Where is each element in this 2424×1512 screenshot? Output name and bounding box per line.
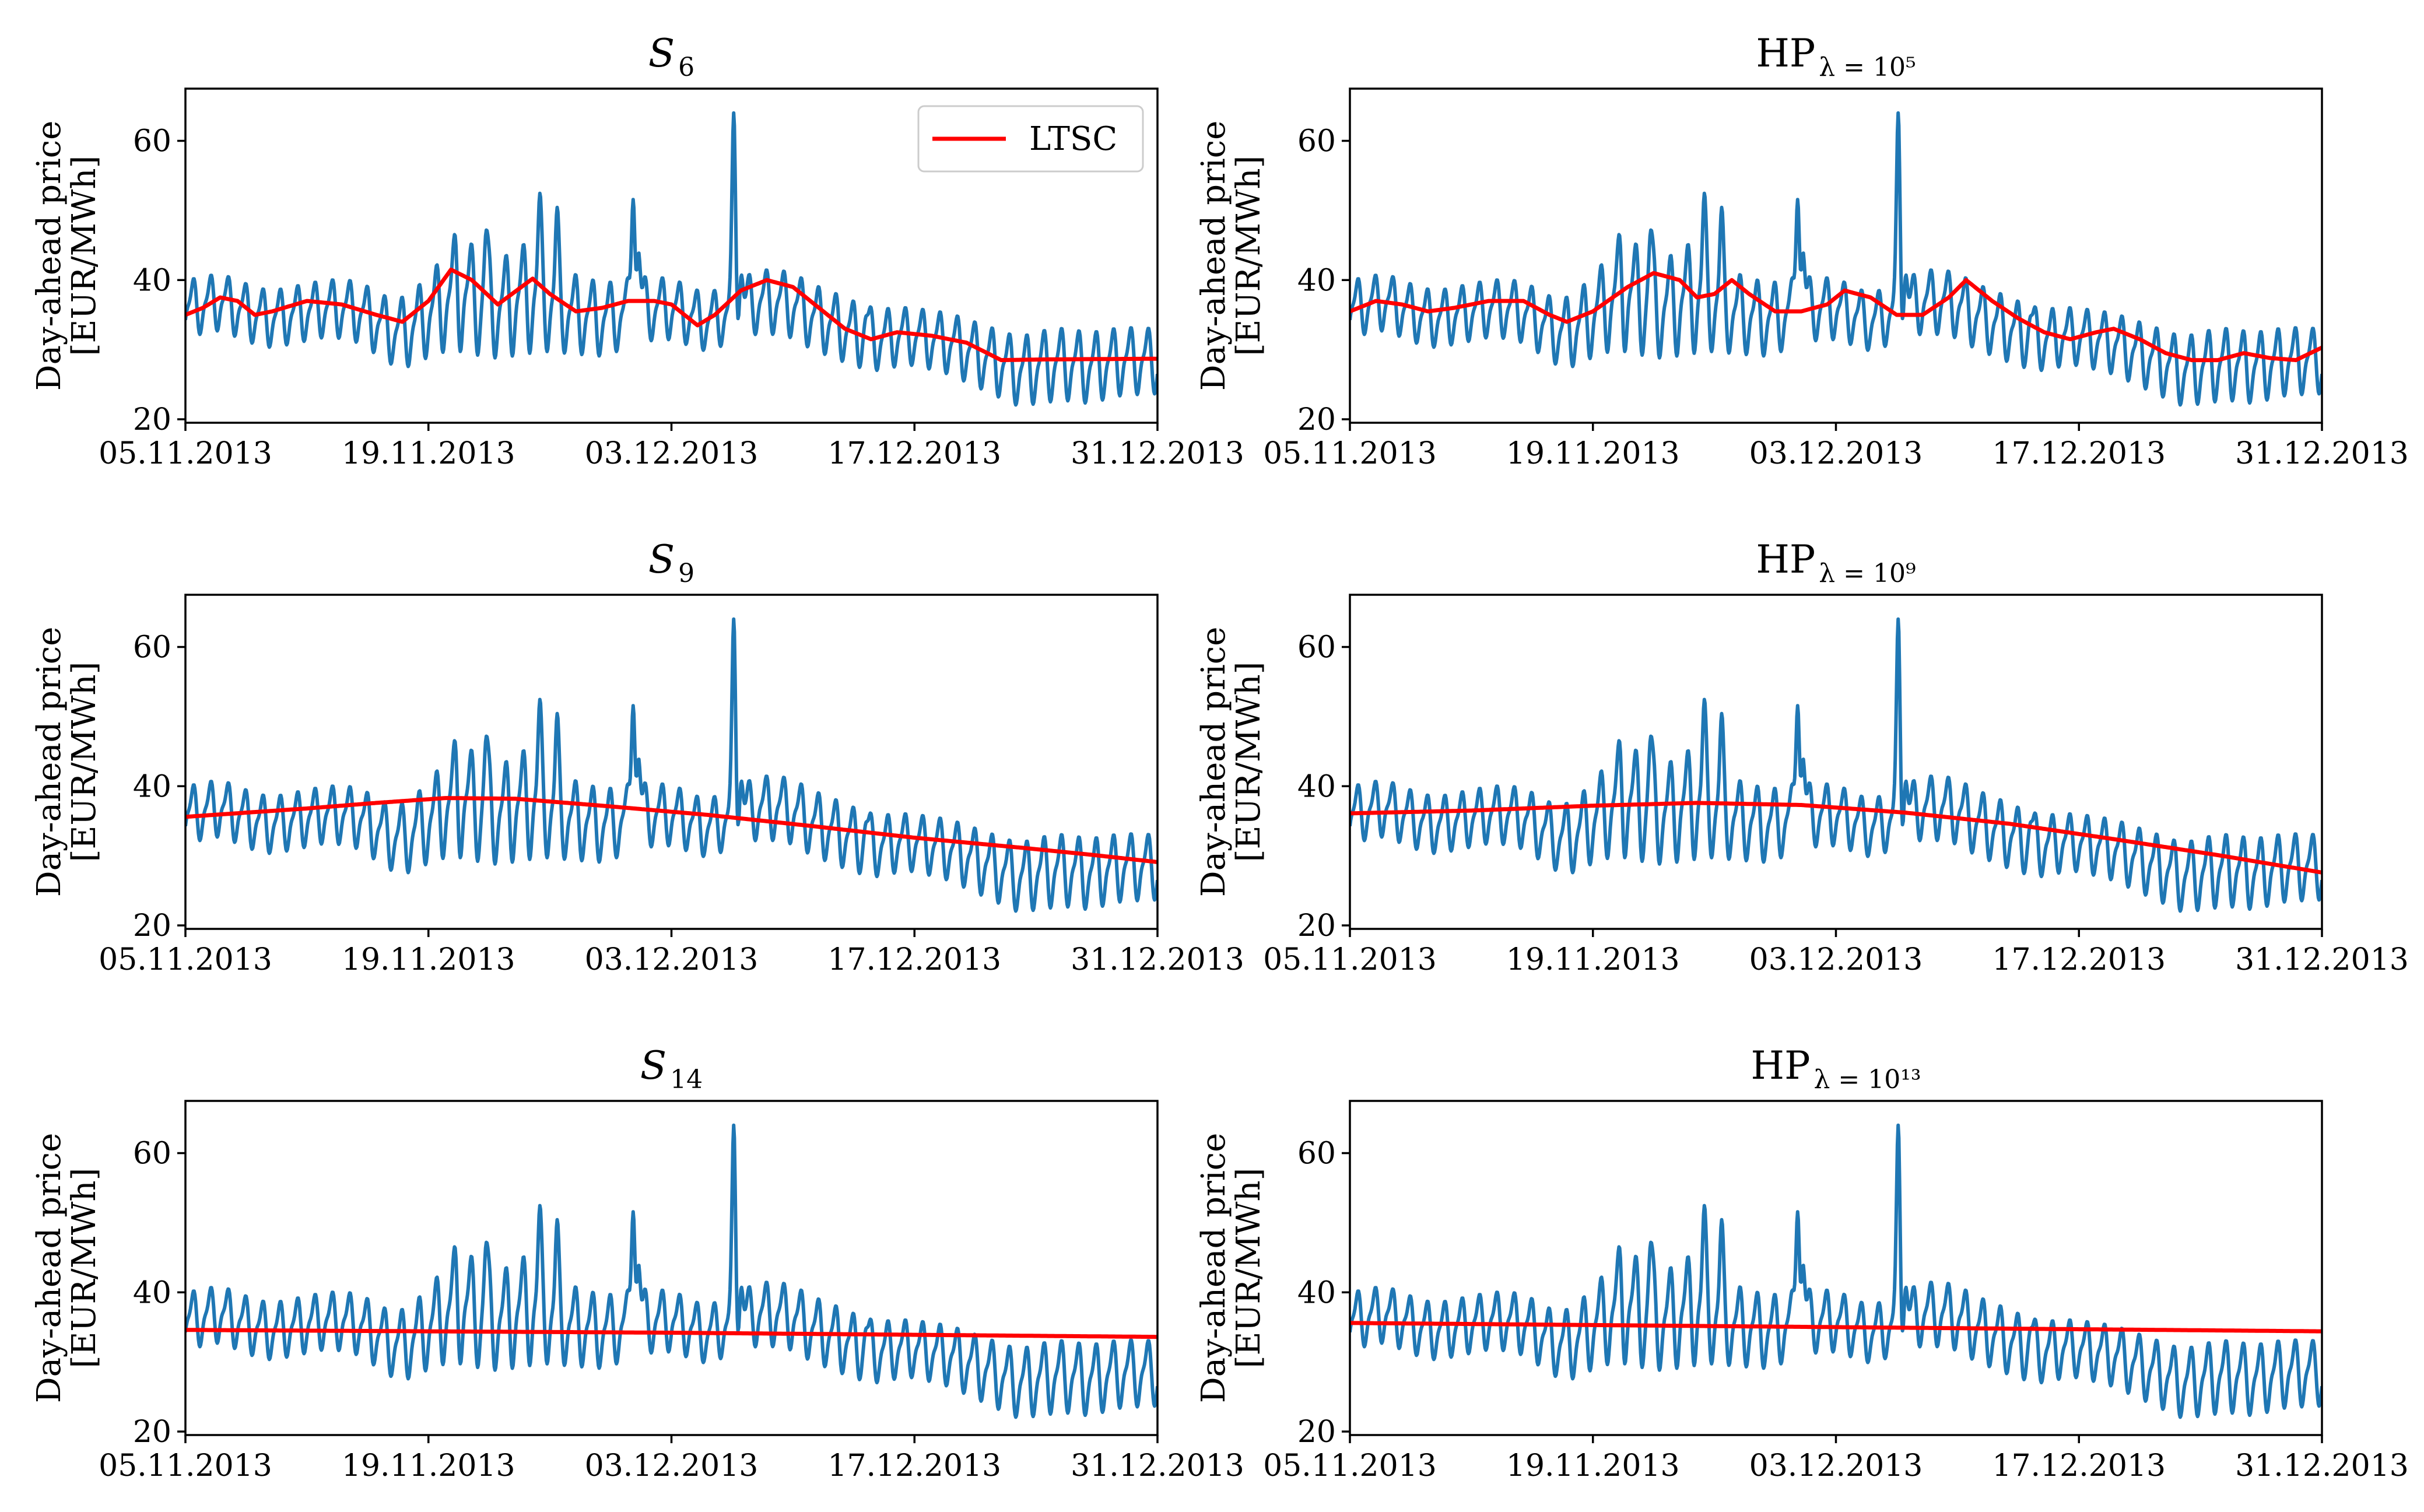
- x-tick-label: 03.12.2013: [585, 436, 759, 471]
- y-tick-label: 60: [133, 630, 171, 665]
- x-tick-label: 19.11.2013: [342, 1448, 515, 1483]
- x-tick-label: 31.12.2013: [2235, 1448, 2409, 1483]
- x-tick-label: 19.11.2013: [1506, 436, 1680, 471]
- price-series-line: [185, 111, 1157, 407]
- x-tick-label: 03.12.2013: [1749, 1448, 1923, 1483]
- panel-2: 20 40 60 05.11.2013 19.11.2013 03.12.2013 17.1…: [1195, 31, 2409, 471]
- y-axis-label: Day-ahead price[EUR/MWh]: [30, 121, 103, 391]
- x-tick-label: 31.12.2013: [2235, 436, 2409, 471]
- y-tick-label: 40: [1297, 769, 1336, 804]
- x-tick-label: 31.12.2013: [1071, 436, 1244, 471]
- y-axis-label: Day-ahead price[EUR/MWh]: [1195, 627, 1268, 897]
- y-tick-label: 60: [133, 1136, 171, 1171]
- panel-6: 20 40 60 05.11.2013 19.11.2013 03.12.2013 17.1…: [1195, 1043, 2409, 1483]
- panel-title: HP λ = 10⁹: [1756, 537, 1916, 588]
- trend-series-line: [185, 1328, 1157, 1339]
- y-tick-label: 20: [133, 908, 171, 943]
- y-axis-label: Day-ahead price[EUR/MWh]: [1195, 1133, 1268, 1404]
- y-tick-label: 60: [1297, 1136, 1336, 1171]
- trend-series-line: [1350, 801, 2322, 875]
- y-axis-label: Day-ahead price[EUR/MWh]: [30, 627, 103, 897]
- y-tick-label: 60: [1297, 124, 1336, 159]
- y-tick-label: 20: [1297, 1415, 1336, 1450]
- y-tick-label: 20: [1297, 908, 1336, 943]
- x-tick-label: 17.12.2013: [827, 1448, 1001, 1483]
- price-series-line: [185, 617, 1157, 913]
- x-tick-label: 31.12.2013: [2235, 942, 2409, 977]
- x-tick-label: 17.12.2013: [1992, 1448, 2166, 1483]
- x-tick-label: 19.11.2013: [1506, 942, 1680, 977]
- x-tick-label: 05.11.2013: [99, 1448, 272, 1483]
- y-tick-label: 40: [133, 769, 171, 804]
- x-tick-label: 19.11.2013: [1506, 1448, 1680, 1483]
- y-tick-label: 20: [133, 402, 171, 437]
- x-tick-label: 05.11.2013: [99, 942, 272, 977]
- trend-series-line: [1350, 1321, 2322, 1334]
- x-tick-label: 03.12.2013: [585, 1448, 759, 1483]
- y-tick-label: 60: [1297, 630, 1336, 665]
- y-tick-label: 40: [1297, 1275, 1336, 1310]
- legend-label: LTSC: [1029, 120, 1117, 158]
- x-tick-label: 03.12.2013: [1749, 436, 1923, 471]
- x-tick-label: 31.12.2013: [1071, 1448, 1244, 1483]
- trend-series-line: [185, 796, 1157, 864]
- x-tick-label: 19.11.2013: [342, 942, 515, 977]
- y-axis-label: Day-ahead price[EUR/MWh]: [30, 1133, 103, 1404]
- panel-title: HP λ = 10⁵: [1756, 31, 1916, 82]
- x-tick-label: 17.12.2013: [1992, 436, 2166, 471]
- y-tick-label: 40: [133, 263, 171, 298]
- y-tick-label: 20: [1297, 402, 1336, 437]
- price-series-line: [1350, 1123, 2322, 1419]
- y-tick-label: 40: [133, 1275, 171, 1310]
- panel-5: 20 40 60 05.11.2013 19.11.2013 03.12.2013 17.1…: [30, 1043, 1244, 1483]
- x-tick-label: 05.11.2013: [1263, 942, 1437, 977]
- x-tick-label: 17.12.2013: [1992, 942, 2166, 977]
- trend-series-line: [185, 267, 1157, 363]
- x-tick-label: 31.12.2013: [1071, 942, 1244, 977]
- panel-3: 20 40 60 05.11.2013 19.11.2013 03.12.2013 17.1…: [30, 537, 1244, 977]
- x-tick-label: 05.11.2013: [1263, 436, 1437, 471]
- legend-box: [917, 105, 1144, 173]
- x-tick-label: 17.12.2013: [827, 942, 1001, 977]
- trend-series-line: [1350, 271, 2322, 363]
- x-tick-label: 03.12.2013: [1749, 942, 1923, 977]
- panel-1: 20 40 60 05.11.2013 19.11.2013 03.12.2013 17.1…: [30, 31, 1244, 471]
- price-series-line: [1350, 111, 2322, 407]
- price-series-line: [185, 1123, 1157, 1419]
- x-tick-label: 17.12.2013: [827, 436, 1001, 471]
- x-tick-label: 03.12.2013: [585, 942, 759, 977]
- x-tick-label: 05.11.2013: [1263, 1448, 1437, 1483]
- y-tick-label: 60: [133, 124, 171, 159]
- panel-title: S 14: [640, 1043, 703, 1094]
- x-tick-label: 05.11.2013: [99, 436, 272, 471]
- x-tick-label: 19.11.2013: [342, 436, 515, 471]
- y-tick-label: 20: [133, 1415, 171, 1450]
- y-tick-label: 40: [1297, 263, 1336, 298]
- y-axis-label: Day-ahead price[EUR/MWh]: [1195, 121, 1268, 391]
- panel-title: HP λ = 10¹³: [1751, 1043, 1921, 1094]
- panel-4: 20 40 60 05.11.2013 19.11.2013 03.12.2013 17.1…: [1195, 537, 2409, 977]
- price-series-line: [1350, 617, 2322, 913]
